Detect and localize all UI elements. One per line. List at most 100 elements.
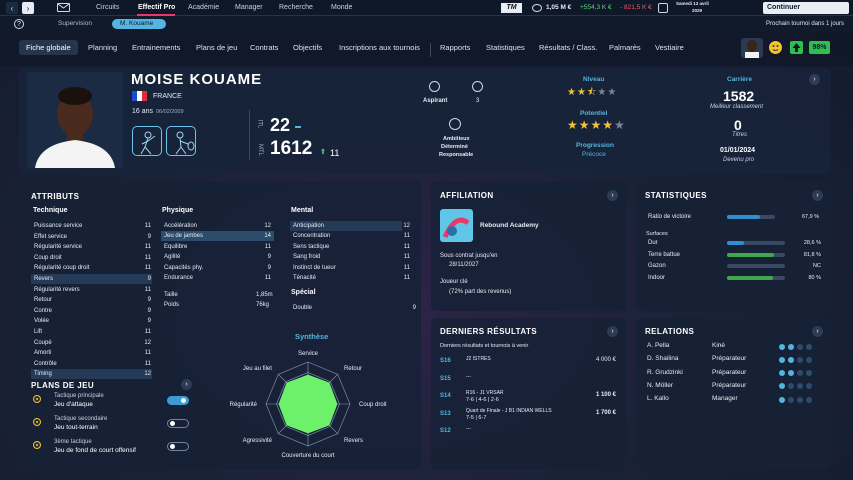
back-button[interactable]: ‹ [6,2,18,14]
tab-resultats[interactable]: Résultats / Class. [539,43,598,52]
attribute-row: Coupé 12 [31,338,152,348]
mental-title: Mental [291,207,314,214]
surface-bar [727,252,775,257]
tab-contrats[interactable]: Contrats [250,43,279,52]
itl-label: ITL [256,119,263,129]
special-list: Double 9 [290,303,416,314]
gain-value: +554,3 K € [580,4,612,11]
attribute-row: Effet service 9 [31,232,152,242]
attribute-row: Equilibre 11 [161,242,274,252]
pro-label: Devenu pro [723,157,755,163]
attribute-value: 12 [144,339,151,346]
attribute-value: 11 [403,233,410,240]
attribute-name: Concentration [293,233,331,240]
attribute-row: Anticipation 12 [290,221,410,231]
tab-statistiques[interactable]: Statistiques [486,43,525,52]
tab-objectifs[interactable]: Objectifs [293,43,323,52]
subnav-supervision[interactable]: Supervision [58,20,92,27]
continue-button[interactable]: Continuer [763,2,849,14]
help-icon[interactable]: ? [14,19,24,29]
relation-dot-icon [806,343,812,350]
relation-role: Manager [712,395,738,403]
date-line2: 2029 [692,8,703,13]
mail-icon[interactable] [57,3,70,12]
result-week: S12 [440,428,451,434]
progress-arrow-icon [790,41,803,54]
titles-label: Titres [732,132,747,138]
attribute-name: Coup droit [34,254,62,261]
attribute-row: Retour 9 [31,295,152,305]
tab-plans-de-jeu[interactable]: Plans de jeu [196,43,238,52]
attribute-row: Instinct de tueur 11 [290,263,410,273]
attribute-row: Capacités phy. 9 [161,263,274,273]
money-value: 1,05 M € [546,4,572,11]
tab-fiche-globale[interactable]: Fiche globale [19,40,78,55]
relations-list: A. Pella Kiné D. Shailina Préparateur R. Gru… [636,342,831,412]
tactic-dot-icon [33,395,41,403]
morale-value: 98% [812,44,827,51]
tactic-toggle[interactable] [167,442,189,451]
attribute-name: Equilibre [164,243,188,250]
relation-dot-icon [779,356,785,363]
attribute-value: 11 [144,350,151,357]
surface-value: 28,6 % [803,240,821,246]
relation-name: L. Kallo [647,395,669,403]
surface-value: 81,8 % [803,251,821,258]
nav-monde[interactable]: Monde [331,4,353,11]
tab-inscriptions[interactable]: Inscriptions aux tournois [339,43,420,52]
forward-button[interactable]: › [22,2,34,14]
plans-list: Tactique principale Jeu d'attaque Tactique… [31,393,201,463]
relations-arrow-button[interactable]: › [812,326,823,337]
tab-rapports[interactable]: Rapports [440,43,471,52]
affiliation-arrow-button[interactable]: › [607,190,618,201]
loss-value: - 821,5 K € [620,4,652,11]
radar-axis-label: Service [298,351,319,357]
tab-palmares[interactable]: Palmarès [609,43,641,52]
academy-logo [440,209,473,242]
tactic-toggle[interactable] [167,396,189,405]
nav-manager[interactable]: Manager [235,4,263,11]
nav-circuits[interactable]: Circuits [96,4,120,11]
attribute-value: 11 [403,243,410,250]
statistics-arrow-button[interactable]: › [812,190,823,201]
progression-label: Progression [576,142,614,149]
attribute-row: Revers 9 [31,274,152,284]
toggle-knob [170,444,175,449]
radar-axis-label: Couverture du court [281,453,334,459]
carriere-arrow-button[interactable]: › [809,74,820,85]
player-name: MOISE KOUAME [131,71,263,88]
surface-value: 80 % [808,274,821,281]
nav-effectif-pro[interactable]: Effectif Pro [138,4,176,11]
subnav-player[interactable]: M. Kouame [112,19,166,29]
mtl-up-icon: ⇑ [320,149,326,156]
sub-bar: ? Supervision M. Kouame Prochain tournoi… [0,16,853,32]
relation-name: D. Shailina [647,355,679,363]
nav-recherche[interactable]: Recherche [279,4,313,11]
result-line2: 7-5 | 6-7 [466,414,487,421]
attribute-name: Capacités phy. [164,264,204,271]
player-photo [27,72,123,168]
attribute-name: Poids [164,302,180,309]
attribute-name: Régularité coup droit [34,265,90,272]
nav-academie[interactable]: Académie [188,4,220,11]
tactic-dot-icon [33,441,41,449]
surfaces-label: Surfaces [646,231,668,237]
plans-arrow-button[interactable]: › [181,379,192,390]
relation-dot-icon [788,396,794,403]
tab-entrainements[interactable]: Entrainements [132,43,181,52]
relation-dot-icon [806,370,812,377]
contract-line1: Sous contrat jusqu'en [440,253,498,259]
attribute-value: 11 [144,254,151,261]
relations-title: RELATIONS [645,327,695,336]
tactic-label: Tactique principale [54,393,104,399]
rank-divider [249,110,250,160]
aspirant-count: 3 [476,98,480,104]
relation-dot-icon [797,343,803,350]
attribute-row: Timing 12 [31,369,152,380]
tactic-toggle[interactable] [167,419,189,428]
tab-vestiaire[interactable]: Vestiaire [655,43,684,52]
results-arrow-button[interactable]: › [607,326,618,337]
relation-dot-icon [806,356,812,363]
calendar-icon[interactable] [658,3,668,13]
tab-planning[interactable]: Planning [88,43,118,52]
